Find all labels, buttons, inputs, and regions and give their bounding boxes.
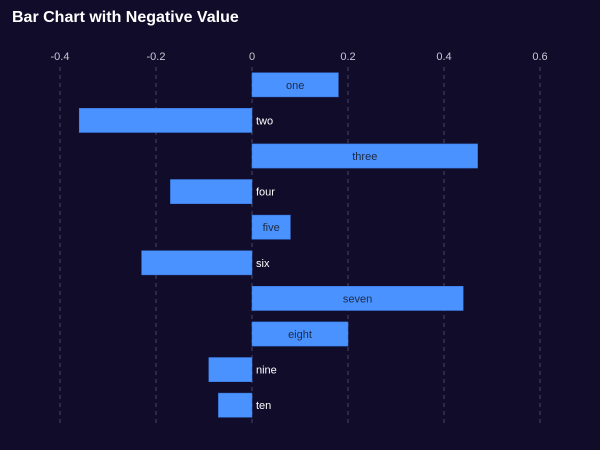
x-tick-label: 0.2 (340, 51, 355, 63)
bar-label-six: six (256, 258, 270, 270)
bar-two[interactable] (78, 108, 253, 133)
x-tick-label: -0.2 (147, 51, 166, 63)
bar-ten[interactable] (218, 392, 253, 418)
bar-six[interactable] (141, 250, 253, 276)
x-tick-label: 0.6 (532, 51, 547, 63)
bar-label-one: one (286, 80, 304, 92)
bar-label-four: four (256, 187, 275, 199)
bar-seven[interactable] (251, 286, 464, 311)
bar-one[interactable] (251, 72, 339, 98)
x-tick-label: 0 (249, 51, 255, 63)
x-tick-label: -0.4 (51, 51, 70, 63)
bar-five[interactable] (251, 214, 291, 240)
bar-label-nine: nine (256, 365, 277, 377)
bar-four[interactable] (170, 179, 253, 204)
bar-three[interactable] (251, 143, 478, 169)
x-axis: -0.4 -0.2 0 0.2 0.4 0.6 (51, 51, 548, 63)
bar-nine[interactable] (208, 357, 253, 382)
bar-label-eight: eight (288, 329, 312, 341)
bar-label-seven: seven (343, 293, 372, 305)
bar-eight[interactable] (251, 321, 349, 347)
bar-label-five: five (263, 222, 280, 234)
x-tick-label: 0.4 (436, 51, 451, 63)
bar-labels: one two three four five six seven eight nine ten (256, 80, 377, 412)
bar-label-ten: ten (256, 400, 271, 412)
chart-title: Bar Chart with Negative Value (12, 9, 239, 26)
bar-label-three: three (352, 151, 377, 163)
bar-label-two: two (256, 115, 273, 127)
bars (78, 72, 478, 418)
